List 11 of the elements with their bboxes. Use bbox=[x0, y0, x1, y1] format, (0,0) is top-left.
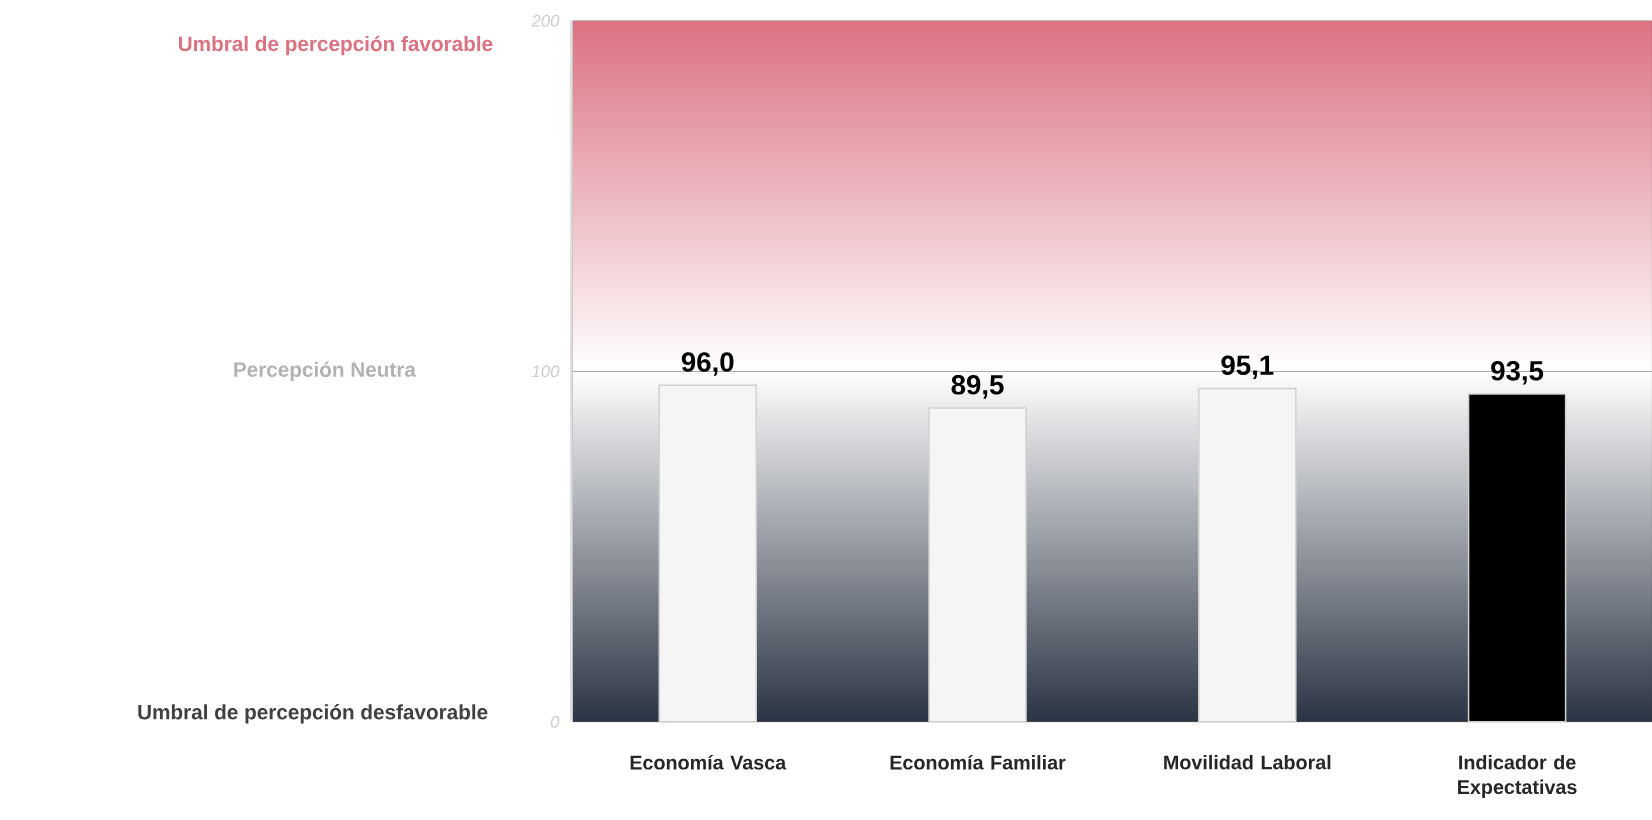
x-tick-label: Economía Familiar bbox=[890, 755, 1066, 770]
text: Umbral de percepción desfavorable bbox=[138, 704, 488, 724]
text: Umbral de percepción favorable bbox=[178, 35, 493, 56]
x-tick-label: Economía Vasca bbox=[630, 755, 787, 770]
data-label: 96,0 bbox=[681, 352, 734, 376]
x-tick-label: Movilidad Laboral bbox=[1164, 755, 1331, 770]
text: Percepción Neutra bbox=[234, 361, 417, 382]
data-label: 89,5 bbox=[951, 375, 1004, 399]
data-label: 95,1 bbox=[1221, 355, 1274, 380]
data-label: 93,5 bbox=[1491, 361, 1544, 385]
x-tick-label: Indicador de Expectativas bbox=[1458, 755, 1577, 799]
